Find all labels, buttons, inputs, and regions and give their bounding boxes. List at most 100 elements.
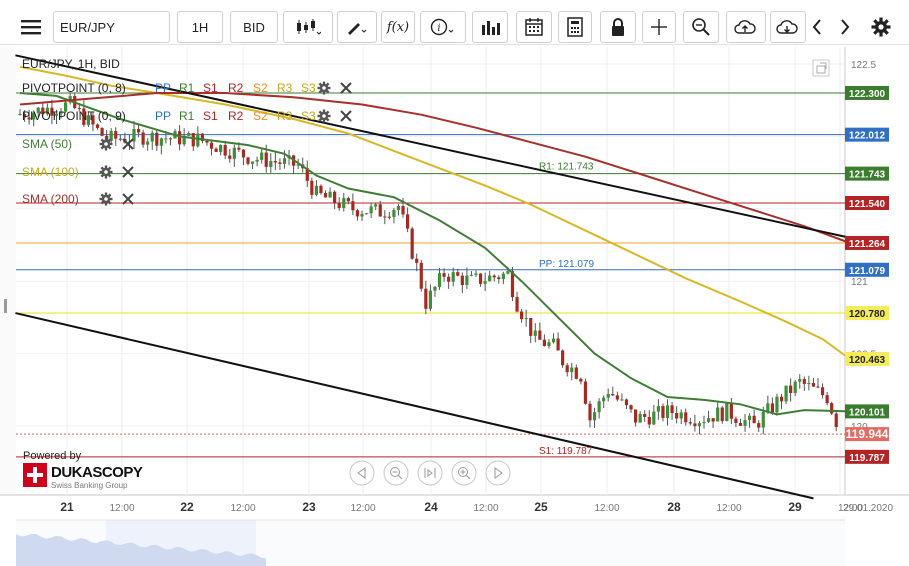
arrow-left-button[interactable]: [349, 460, 375, 486]
close-icon[interactable]: [340, 82, 352, 94]
gear-tooth: [107, 138, 112, 143]
settings-button[interactable]: [868, 11, 894, 43]
brand-subtitle: Swiss Banking Group: [51, 481, 128, 490]
download-button[interactable]: [770, 11, 806, 43]
gear-tooth: [327, 114, 331, 118]
scroll-left-button[interactable]: [806, 11, 828, 43]
candle-body: [830, 403, 834, 414]
zoom-button[interactable]: [683, 11, 719, 43]
close-icon[interactable]: [122, 138, 134, 150]
upload-button[interactable]: [726, 11, 766, 43]
gear-icon[interactable]: [317, 81, 331, 95]
close-icon[interactable]: [340, 110, 352, 122]
statistics-button[interactable]: [472, 11, 508, 43]
candle-body: [775, 396, 779, 413]
price-badge-box: [845, 449, 889, 464]
gear-tooth: [100, 200, 105, 205]
candle-body: [460, 275, 464, 286]
candle-body: [132, 128, 136, 142]
candle-body: [392, 210, 396, 217]
gear-icon[interactable]: [99, 192, 113, 206]
price-badge-value: 121.743: [849, 170, 886, 181]
date-axis-label: 29: [788, 500, 802, 514]
zoom-out-button[interactable]: [383, 460, 409, 486]
fit-button[interactable]: [417, 460, 443, 486]
candle-body: [168, 138, 173, 140]
menu-icon[interactable]: [14, 11, 48, 43]
candle-body: [401, 206, 405, 215]
gear-icon[interactable]: [317, 109, 331, 123]
price-badge: 120.463: [845, 351, 889, 366]
gear-tooth: [109, 170, 113, 174]
lock-button[interactable]: [600, 11, 636, 43]
gear-icon[interactable]: [99, 137, 113, 151]
drawing-button[interactable]: [337, 11, 377, 43]
popout-icon[interactable]: [812, 59, 830, 77]
gear-tooth: [109, 197, 113, 201]
pivot-tag: S3: [301, 81, 316, 95]
timeframe-selector[interactable]: 1H: [177, 11, 223, 43]
calculator-button[interactable]: [558, 11, 592, 43]
price-badge-box: [845, 262, 889, 277]
price-badge-box: [845, 306, 889, 321]
candle-body: [675, 413, 679, 419]
price-tick-label: 121: [851, 277, 868, 288]
candle-body: [529, 318, 533, 336]
candle-body: [433, 286, 437, 291]
candle-body: [716, 407, 720, 422]
price-badge: 119.944: [845, 427, 889, 442]
pivot-tag: PP: [155, 81, 171, 95]
price-tick-label: 122.5: [851, 60, 876, 71]
candle-body: [761, 411, 765, 428]
scroll-right-button[interactable]: [834, 11, 856, 43]
candle-body: [437, 273, 442, 287]
bar-chart-icon: [482, 21, 500, 35]
calendar-icon: [525, 18, 543, 36]
fit-icon: [417, 460, 443, 486]
logo-cross-h: [27, 473, 43, 477]
chart-type-button[interactable]: [283, 11, 333, 43]
trendline: [15, 54, 851, 239]
date-axis-label: 23: [302, 500, 316, 514]
candle-body: [743, 420, 747, 426]
crosshair-button[interactable]: [642, 11, 676, 43]
candle-body: [834, 413, 838, 427]
close-icon[interactable]: [122, 166, 134, 178]
gear-tooth: [107, 166, 112, 171]
candle-body: [223, 144, 227, 156]
candle-body: [442, 273, 446, 277]
pp-annotation: PP: 121.079: [539, 259, 594, 270]
candle-body: [95, 124, 100, 128]
trendline: [15, 312, 814, 500]
close-stroke: [122, 166, 134, 178]
arrow-right-icon: [485, 460, 511, 486]
info-button[interactable]: i: [420, 11, 466, 43]
candles-icon: [297, 19, 321, 35]
lens-handle: [397, 474, 403, 480]
navigator[interactable]: [16, 519, 845, 566]
close-stroke: [122, 193, 134, 205]
instrument-selector[interactable]: EUR/JPY: [53, 11, 170, 43]
candle-body: [59, 111, 63, 114]
candle-body: [155, 132, 159, 146]
indicators-button[interactable]: f(x): [381, 11, 415, 43]
price-badge-value: 122.012: [849, 131, 886, 142]
candle-body: [665, 405, 670, 419]
gear-tooth: [322, 81, 326, 85]
close-icon[interactable]: [122, 193, 134, 205]
bid-ask-selector[interactable]: BID: [230, 11, 278, 43]
gear-icon[interactable]: [99, 165, 113, 179]
price-badge: 122.012: [845, 127, 889, 142]
calendar-button[interactable]: [516, 11, 552, 43]
candle-body: [497, 277, 501, 280]
arrow-right-button[interactable]: [485, 460, 511, 486]
close-stroke: [340, 82, 352, 94]
gear-tooth: [104, 165, 108, 169]
candles-group: [18, 92, 838, 435]
gear-tooth: [104, 192, 108, 196]
gear-tooth: [325, 89, 330, 94]
gear-hole: [104, 197, 108, 201]
candle-body: [305, 168, 309, 181]
zoom-in-button[interactable]: [451, 460, 477, 486]
